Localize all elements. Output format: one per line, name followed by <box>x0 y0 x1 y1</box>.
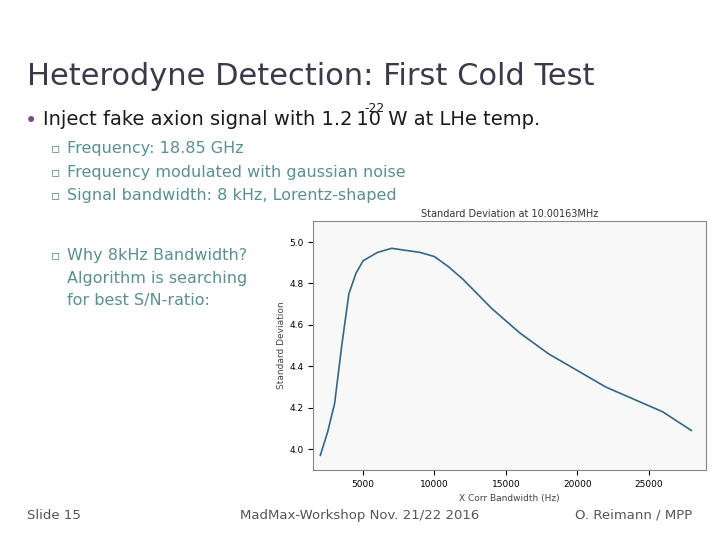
Text: W at LHe temp.: W at LHe temp. <box>382 110 540 129</box>
Text: Slide 15: Slide 15 <box>27 509 81 522</box>
Text: Heterodyne Detection: First Cold Test: Heterodyne Detection: First Cold Test <box>27 62 595 91</box>
Text: Frequency modulated with gaussian noise: Frequency modulated with gaussian noise <box>67 165 405 180</box>
X-axis label: X Corr Bandwidth (Hz): X Corr Bandwidth (Hz) <box>459 494 559 503</box>
Text: •: • <box>25 111 37 131</box>
Text: MadMax-Workshop Nov. 21/22 2016: MadMax-Workshop Nov. 21/22 2016 <box>240 509 480 522</box>
Text: Algorithm is searching: Algorithm is searching <box>67 271 247 286</box>
Text: for best S/N-ratio:: for best S/N-ratio: <box>67 293 210 308</box>
Text: Inject fake axion signal with 1.2 10: Inject fake axion signal with 1.2 10 <box>43 110 381 129</box>
Text: ▫: ▫ <box>50 165 60 179</box>
Text: Frequency: 18.85 GHz: Frequency: 18.85 GHz <box>67 141 243 157</box>
Text: Why 8kHz Bandwidth?: Why 8kHz Bandwidth? <box>67 248 247 264</box>
Text: Signal bandwidth: 8 kHz, Lorentz-shaped: Signal bandwidth: 8 kHz, Lorentz-shaped <box>67 188 397 203</box>
Y-axis label: Standard Deviation: Standard Deviation <box>277 302 287 389</box>
Text: ▫: ▫ <box>50 141 60 156</box>
Text: -22: -22 <box>364 102 384 114</box>
Text: O. Reimann / MPP: O. Reimann / MPP <box>575 509 693 522</box>
Text: ▫: ▫ <box>50 188 60 202</box>
Text: ▫: ▫ <box>50 248 60 262</box>
Title: Standard Deviation at 10.00163MHz: Standard Deviation at 10.00163MHz <box>420 209 598 219</box>
